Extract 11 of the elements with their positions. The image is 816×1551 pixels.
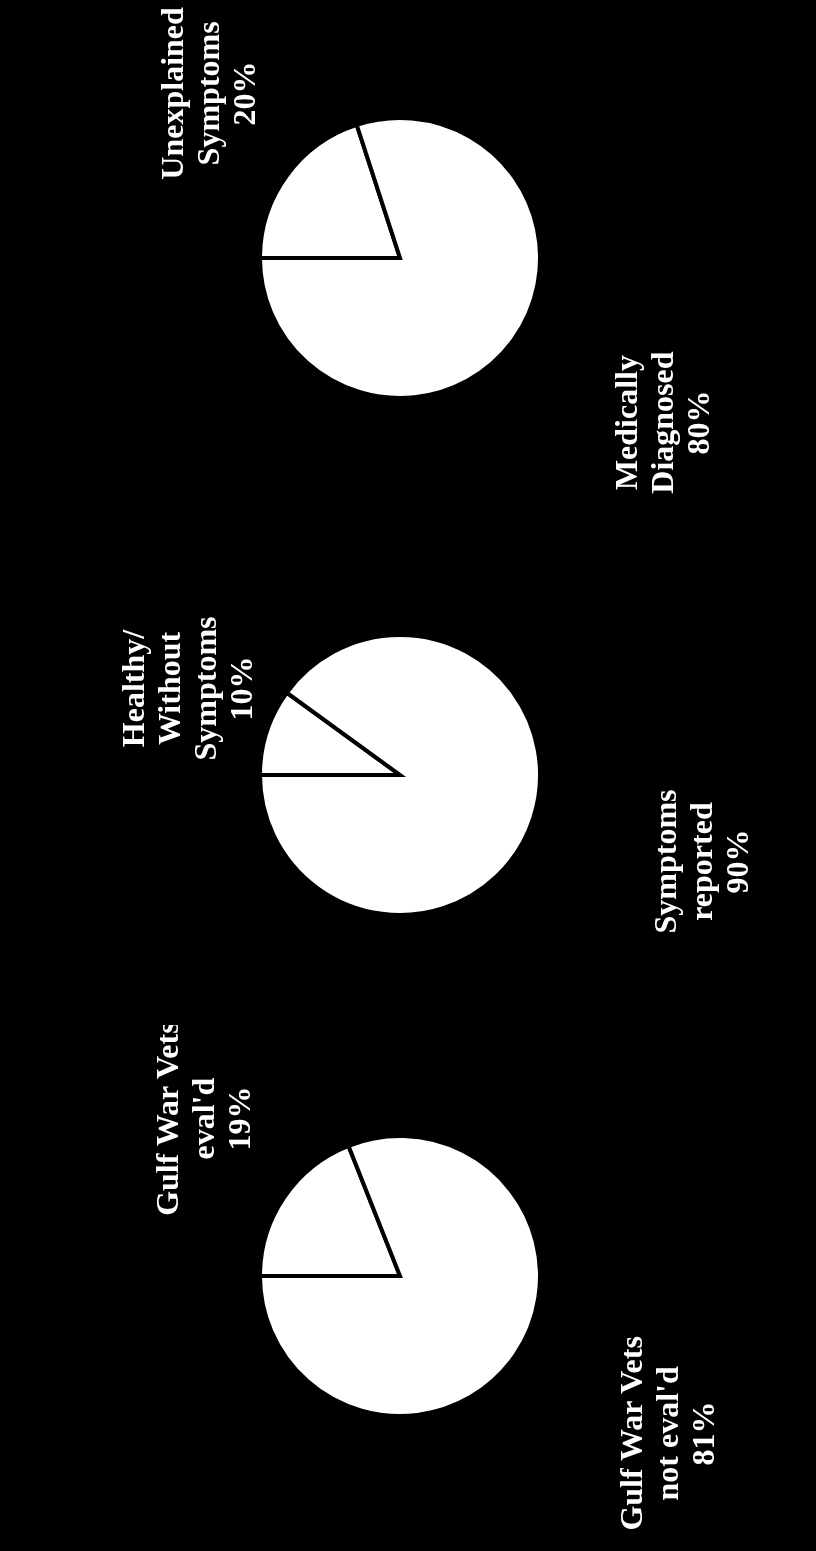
- slice-label: Gulf War Vets not eval'd: [612, 1336, 685, 1532]
- slice-label: Healthy/ Without Symptoms: [114, 616, 223, 761]
- data-label: 80%: [679, 391, 716, 456]
- data-label: 19%: [221, 1087, 258, 1152]
- data-label: 90%: [719, 830, 756, 895]
- slice-label: Medically Diagnosed: [607, 351, 680, 495]
- data-label: 10%: [222, 656, 259, 721]
- data-label: 81%: [684, 1401, 721, 1466]
- data-label: 20%: [226, 61, 263, 126]
- slice-label: Unexplained Symptoms: [154, 7, 227, 181]
- slice-label: Symptoms reported: [647, 790, 720, 935]
